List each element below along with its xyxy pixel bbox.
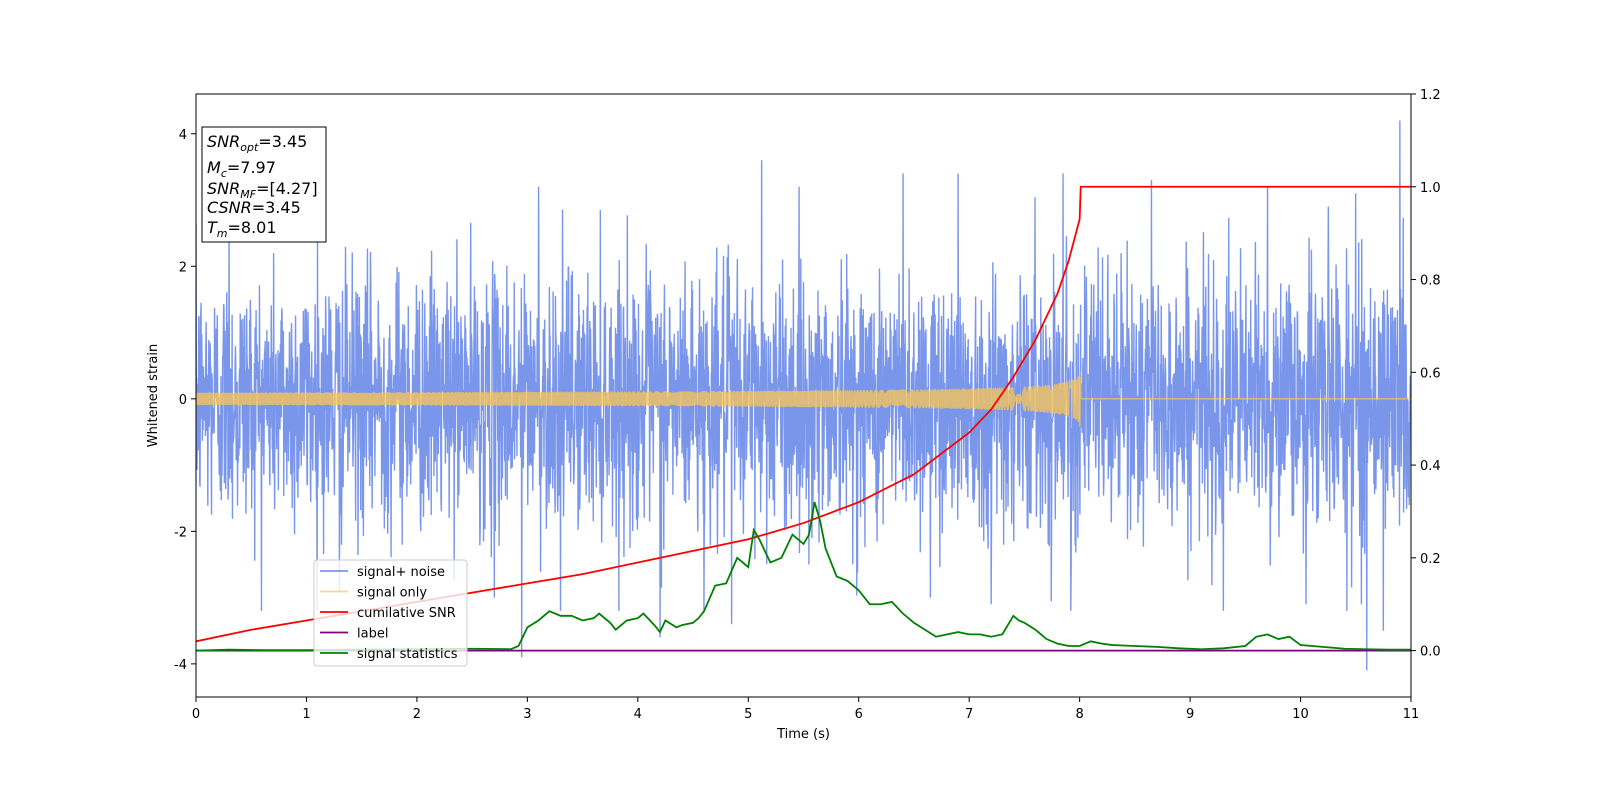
y-right-tick-label: 1.0 — [1420, 181, 1441, 196]
info-box-value: =3.45 — [252, 198, 301, 217]
info-box-line: CSNR=3.45 — [207, 198, 301, 217]
info-box — [201, 126, 327, 243]
y-right-tick-label: 0.4 — [1420, 459, 1441, 474]
plot-frame — [195, 93, 1412, 698]
y-left-tick-label: -4 — [174, 658, 187, 673]
x-tick-label: 7 — [965, 707, 973, 722]
y-right-tick-label: 0.8 — [1420, 274, 1441, 289]
x-tick-label: 2 — [413, 707, 421, 722]
y-left-tick-label: -2 — [174, 525, 187, 540]
y-right-tick-label: 0.0 — [1420, 645, 1441, 660]
legend-entry-label: label — [357, 627, 388, 642]
info-box-subscript: c — [221, 167, 227, 180]
info-box-symbol: SNR — [207, 179, 240, 198]
y-right-tick-label: 0.2 — [1420, 552, 1441, 567]
x-tick-label: 3 — [523, 707, 531, 722]
series-signal-statistics-line — [196, 501, 1411, 652]
x-tick-label: 5 — [744, 707, 752, 722]
info-box-line: Tm=8.01 — [207, 218, 277, 240]
info-box-symbol: SNR — [207, 132, 240, 151]
info-box-line: SNRopt=3.45 — [207, 132, 307, 154]
x-tick-label: 8 — [1075, 707, 1083, 722]
legend-entry-label: signal+ noise — [357, 565, 445, 580]
y-left-tick-label: 2 — [179, 260, 187, 275]
info-box-value: =8.01 — [228, 218, 277, 237]
info-box-line: Mc=7.97 — [207, 158, 276, 180]
legend-entry-label: cumilative SNR — [357, 606, 456, 621]
info-box-subscript: m — [217, 227, 228, 240]
y-left-tick-label: 0 — [179, 393, 187, 408]
x-tick-label: 9 — [1186, 707, 1194, 722]
y-axis-label: Whitened strain — [146, 344, 161, 447]
x-tick-label: 1 — [302, 707, 310, 722]
info-box-value: =[4.27] — [256, 179, 318, 198]
info-box-value: =3.45 — [258, 132, 307, 151]
x-tick-label: 11 — [1403, 707, 1420, 722]
info-box-subscript: opt — [240, 141, 259, 154]
info-box-symbol: T — [207, 218, 218, 237]
info-box-value: =7.97 — [227, 158, 276, 177]
x-tick-label: 6 — [855, 707, 863, 722]
info-box-subscript: MF — [240, 188, 256, 201]
y-right-tick-label: 1.2 — [1420, 88, 1441, 103]
legend-entry-label: signal only — [357, 586, 427, 601]
x-axis-label: Time (s) — [776, 727, 830, 742]
y-left-tick-label: 4 — [179, 128, 187, 143]
legend-box — [313, 559, 468, 667]
legend-entry-label: signal statistics — [357, 647, 458, 662]
info-box-line: SNRMF=[4.27] — [207, 179, 318, 201]
series-signal-only-line — [196, 371, 1411, 427]
series-signal-noise-line — [196, 120, 1411, 671]
info-box-symbol: CSNR — [207, 198, 252, 217]
x-tick-label: 10 — [1292, 707, 1309, 722]
y-right-tick-label: 0.6 — [1420, 366, 1441, 381]
x-tick-label: 4 — [634, 707, 642, 722]
info-box-symbol: M — [207, 158, 221, 177]
x-tick-label: 0 — [192, 707, 200, 722]
